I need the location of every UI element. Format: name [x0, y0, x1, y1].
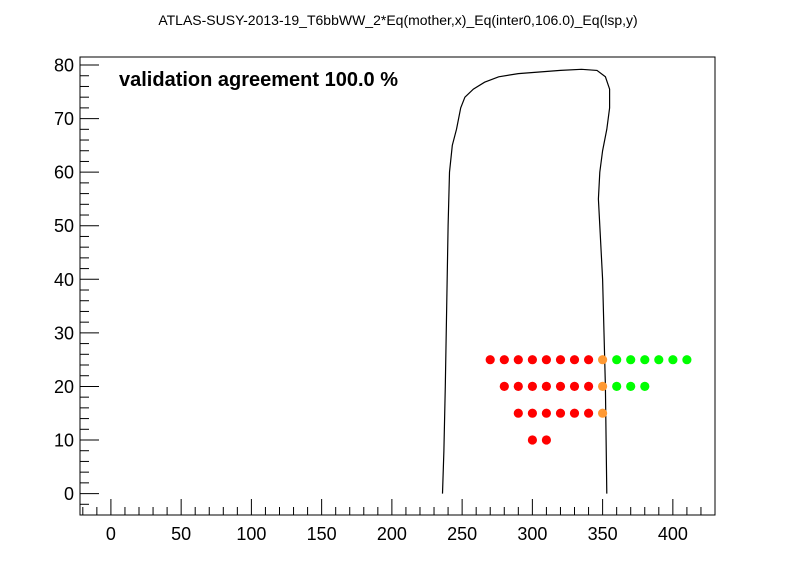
plot-frame [79, 56, 716, 516]
y-tick-label: 70 [54, 109, 74, 129]
data-point-red [513, 381, 523, 391]
x-tick-label: 50 [171, 524, 191, 544]
data-point-red [527, 435, 538, 445]
data-point-red [584, 381, 594, 391]
x-tick-label: 350 [588, 524, 618, 544]
axes-layer: 0 50 100 150 200 250 300 350 400 0 10 20 30 40 50 60 70 8… [54, 56, 716, 544]
x-tick-label: 400 [658, 524, 688, 544]
data-point-orange [598, 381, 608, 391]
data-point-red [499, 381, 509, 391]
x-tick-label: 100 [236, 524, 266, 544]
data-points-layer [485, 355, 692, 445]
chart-title: ATLAS-SUSY-2013-19_T6bbWW_2*Eq(mother,x)… [158, 12, 637, 28]
data-point-green [612, 381, 622, 391]
data-point-green [626, 355, 636, 365]
data-point-red [555, 381, 566, 391]
data-point-green [640, 381, 650, 391]
data-point-green [682, 355, 692, 365]
data-point-red [541, 408, 552, 418]
data-point-red [541, 355, 552, 365]
y-tick-label: 60 [54, 163, 74, 183]
x-tick-label: 0 [106, 524, 116, 544]
data-point-green [654, 355, 664, 365]
y-tick-label: 20 [54, 377, 74, 397]
data-point-red [555, 355, 566, 365]
y-tick-label: 50 [54, 216, 74, 236]
data-point-orange [598, 408, 608, 418]
data-point-green [626, 381, 636, 391]
x-tick-label: 300 [517, 524, 547, 544]
y-tick-label: 30 [54, 323, 74, 343]
x-tick-label: 250 [447, 524, 477, 544]
data-point-orange [598, 355, 608, 365]
data-point-red [569, 355, 580, 365]
y-tick-label: 40 [54, 270, 74, 290]
data-point-red [569, 408, 580, 418]
data-point-red [513, 355, 523, 365]
y-tick-label: 10 [54, 431, 74, 451]
y-tick-label: 80 [54, 56, 74, 76]
exclusion-contour-layer [441, 68, 611, 494]
x-tick-label: 150 [307, 524, 337, 544]
data-point-red [527, 408, 538, 418]
data-point-green [612, 355, 622, 365]
exclusion-contour-line [441, 68, 611, 494]
data-point-red [569, 381, 580, 391]
data-point-red [527, 381, 538, 391]
data-point-red [541, 435, 552, 445]
data-point-red [485, 355, 495, 365]
data-point-green [640, 355, 650, 365]
data-point-red [541, 381, 552, 391]
data-point-red [555, 408, 566, 418]
data-point-green [668, 355, 678, 365]
data-point-red [584, 355, 594, 365]
validation-annotation: validation agreement 100.0 % [119, 69, 398, 91]
y-tick-label: 0 [64, 484, 74, 504]
data-point-red [584, 408, 594, 418]
data-point-red [499, 355, 509, 365]
data-point-red [527, 355, 538, 365]
x-tick-label: 200 [377, 524, 407, 544]
data-point-red [513, 408, 523, 418]
